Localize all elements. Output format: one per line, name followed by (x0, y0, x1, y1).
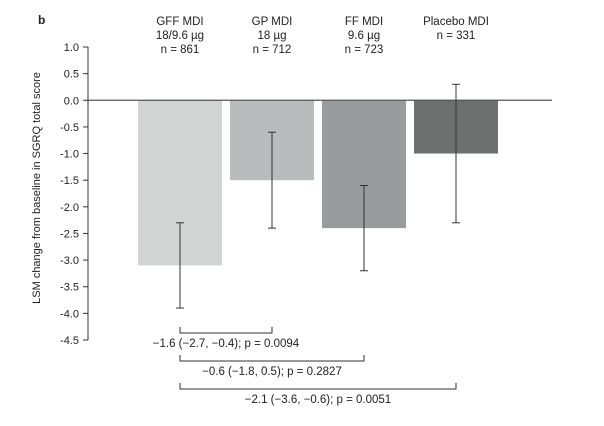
comparison-label: −1.6 (−2.7, −0.4); p = 0.0094 (153, 338, 300, 350)
group-label: n = 723 (345, 44, 384, 56)
panel-label: b (38, 13, 45, 27)
comparison-bracket (179, 383, 457, 390)
y-axis-label: LSM change from baseline in SGRQ total s… (31, 72, 43, 304)
y-tick-label: -2.0 (60, 202, 79, 214)
group-label: n = 331 (437, 30, 476, 42)
group-label: 18/9.6 µg (156, 30, 204, 42)
error-bars (176, 83, 460, 309)
comparison-bracket (179, 327, 273, 334)
y-tick-label: -3.5 (60, 282, 79, 294)
group-label: GFF MDI (156, 16, 203, 28)
group-label: FF MDI (345, 16, 383, 28)
y-tick-label: -4.5 (60, 335, 79, 347)
group-label: Placebo MDI (423, 16, 489, 28)
y-tick-label: 0.0 (64, 95, 79, 107)
y-tick-label: -1.0 (60, 149, 79, 161)
y-tick-label: -0.5 (60, 122, 79, 134)
y-axis: 1.0 0.5 0.0 -0.5 -1.0 -1.5 -2.0 -2.5 -3.0 -3.5 -4.… (60, 42, 89, 347)
group-label: n = 861 (161, 44, 200, 56)
group-label: 9.6 µg (348, 30, 380, 42)
y-tick-label: -2.5 (60, 228, 79, 240)
y-tick-label: -3.0 (60, 255, 79, 267)
group-labels: GFF MDI 18/9.6 µg n = 861 GP MDI 18 µg n = 71… (156, 16, 489, 56)
y-tick-label: -4.0 (60, 308, 79, 320)
comparison-label: −2.1 (−3.6, −0.6); p = 0.0051 (245, 394, 391, 406)
y-tick-label: 1.0 (64, 42, 79, 54)
comparison-label: −0.6 (−1.8, 0.5); p = 0.2827 (202, 366, 342, 378)
bars (138, 100, 498, 266)
comparison-bracket (179, 355, 365, 362)
comparison-brackets: −1.6 (−2.7, −0.4); p = 0.0094 −0.6 (−1.8,… (153, 327, 457, 406)
y-tick-label: 0.5 (64, 69, 79, 81)
group-label: n = 712 (253, 44, 292, 56)
group-label: 18 µg (257, 30, 286, 42)
group-label: GP MDI (252, 16, 293, 28)
y-tick-label: -1.5 (60, 175, 79, 187)
